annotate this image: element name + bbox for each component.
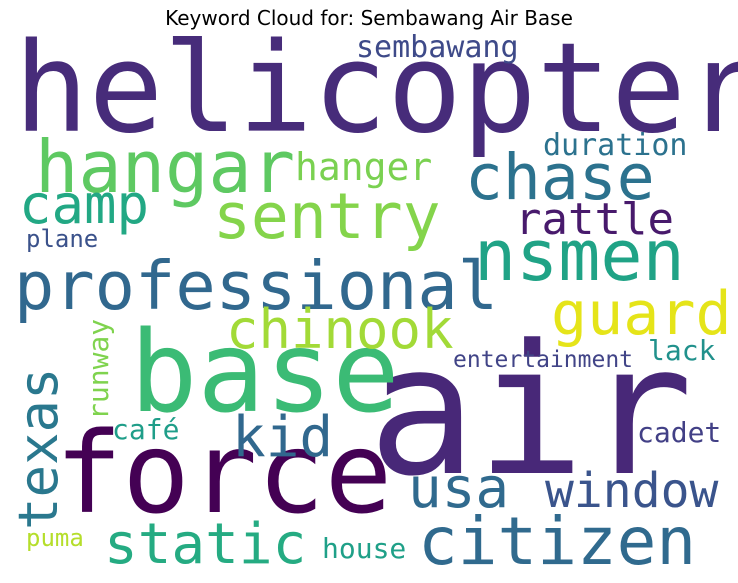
word-hangar: hangar	[35, 125, 296, 209]
word-nsmen: nsmen	[474, 215, 685, 297]
word-kid: kid	[232, 405, 334, 470]
word-citizen: citizen	[418, 503, 697, 580]
word-hanger: hanger	[295, 145, 433, 189]
word-window: window	[545, 463, 719, 519]
word-static: static	[104, 512, 307, 577]
word-base: base	[130, 308, 400, 438]
word-air: air	[368, 307, 694, 516]
word-entertainment: entertainment	[453, 347, 634, 373]
word-texas: texas	[7, 367, 70, 530]
word-guard: guard	[551, 279, 732, 349]
word-helicopter: helicopter	[14, 17, 738, 161]
word-sembawang: sembawang	[356, 30, 519, 65]
word-plane: plane	[26, 225, 99, 253]
word-cadet: cadet	[637, 416, 722, 449]
word-cafe: café	[112, 413, 180, 446]
word-professional: professional	[14, 247, 499, 325]
word-force: force	[55, 409, 393, 539]
word-chinook: chinook	[226, 298, 454, 361]
word-chase: chase	[465, 141, 655, 214]
word-puma: puma	[26, 524, 84, 552]
word-lack: lack	[648, 334, 716, 367]
word-duration: duration	[543, 128, 688, 163]
word-usa: usa	[408, 456, 510, 521]
word-sentry: sentry	[213, 180, 441, 253]
word-camp: camp	[19, 173, 150, 236]
word-runway: runway	[82, 318, 115, 420]
chart-title: Keyword Cloud for: Sembawang Air Base	[165, 6, 573, 30]
word-house: house	[322, 532, 407, 565]
word-rattle: rattle	[515, 194, 674, 245]
